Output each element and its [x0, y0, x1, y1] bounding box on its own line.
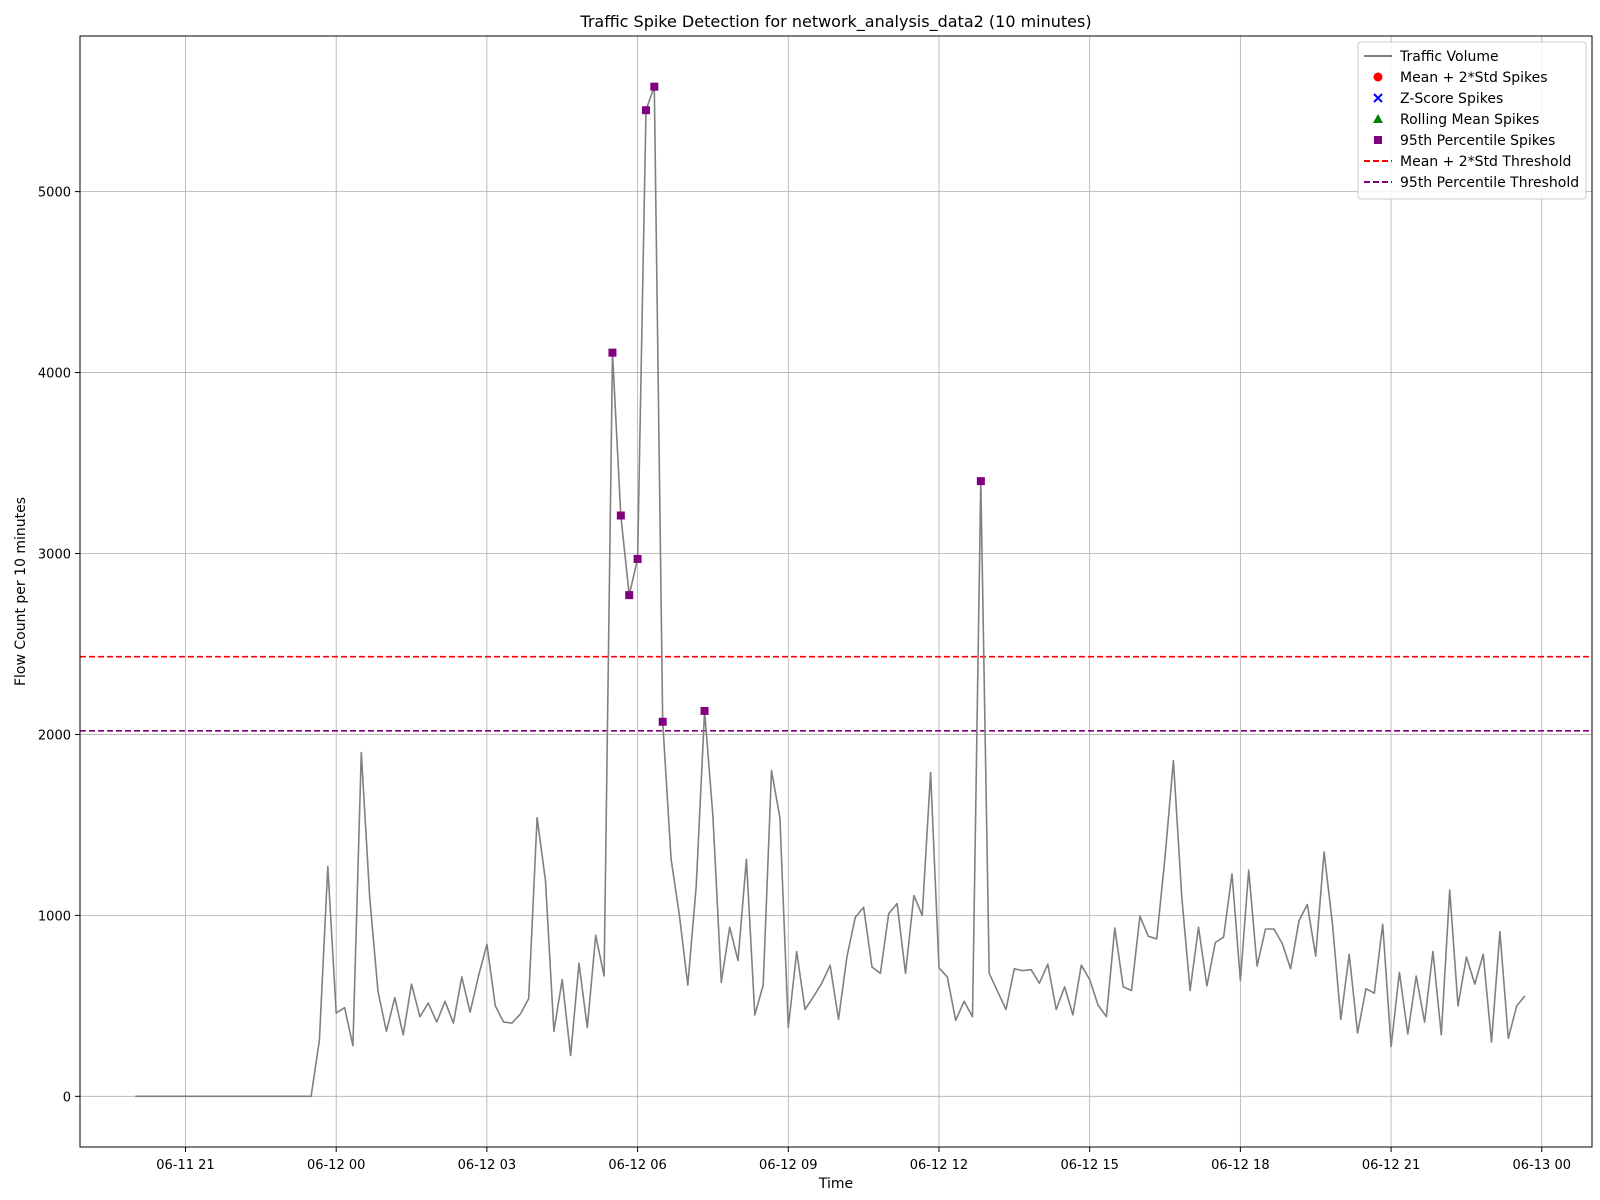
chart-title: Traffic Spike Detection for network_anal… — [579, 12, 1091, 32]
spike-markers — [608, 82, 985, 726]
x-axis-label: Time — [818, 1176, 853, 1192]
legend-label: Traffic Volume — [1399, 49, 1499, 65]
legend-label: Rolling Mean Spikes — [1400, 112, 1539, 128]
legend-circle-marker — [1373, 72, 1383, 82]
spike-marker — [616, 511, 625, 520]
plot-frame — [79, 35, 1593, 1148]
threshold-lines — [80, 655, 1592, 732]
legend-label: Z-Score Spikes — [1400, 91, 1503, 107]
grid — [80, 36, 1592, 1147]
x-tick-label: 06-12 15 — [1060, 1158, 1118, 1173]
spike-marker — [633, 554, 642, 563]
spike-marker — [650, 82, 659, 91]
legend-label: 95th Percentile Threshold — [1400, 175, 1579, 191]
spike-marker — [658, 717, 667, 726]
y-tick-label: 5000 — [38, 186, 71, 201]
traffic-volume-line — [135, 85, 1526, 1098]
legend-label: 95th Percentile Spikes — [1400, 133, 1555, 149]
x-tick-label: 06-12 03 — [458, 1158, 516, 1173]
x-tick-label: 06-12 12 — [910, 1158, 968, 1173]
x-tick-label: 06-11 21 — [156, 1158, 214, 1173]
legend: Traffic Volume Mean + 2*Std Spikes Z-Score… — [1357, 41, 1587, 200]
y-axis-label: Flow Count per 10 minutes — [13, 497, 29, 686]
x-tick-label: 06-12 18 — [1211, 1158, 1269, 1173]
legend-label: Mean + 2*Std Spikes — [1400, 70, 1548, 86]
x-tick-label: 06-12 09 — [759, 1158, 817, 1173]
x-tick-label: 06-12 00 — [307, 1158, 365, 1173]
spike-marker — [625, 591, 634, 600]
y-axis-ticks: 0 1000 2000 3000 4000 5000 — [38, 186, 80, 1105]
spike-marker — [608, 348, 617, 357]
legend-label: Mean + 2*Std Threshold — [1400, 154, 1571, 170]
legend-square-marker — [1374, 136, 1382, 144]
y-tick-label: 4000 — [38, 367, 71, 382]
spike-marker — [976, 477, 985, 486]
spike-marker — [700, 706, 709, 715]
x-tick-label: 06-13 00 — [1513, 1158, 1571, 1173]
legend-box — [1357, 41, 1587, 200]
legend-x-marker — [1373, 93, 1383, 103]
x-axis-ticks: 06-11 21 06-12 00 06-12 03 06-12 06 06-12 09… — [156, 1147, 1571, 1173]
y-tick-label: 3000 — [38, 548, 71, 563]
x-tick-label: 06-12 06 — [608, 1158, 666, 1173]
y-tick-label: 1000 — [38, 909, 71, 924]
legend-triangle-marker — [1373, 114, 1383, 123]
y-tick-label: 2000 — [38, 728, 71, 743]
series-layer — [135, 85, 1526, 1098]
spike-marker — [641, 106, 650, 115]
y-tick-label: 0 — [63, 1090, 71, 1105]
x-tick-label: 06-12 21 — [1362, 1158, 1420, 1173]
